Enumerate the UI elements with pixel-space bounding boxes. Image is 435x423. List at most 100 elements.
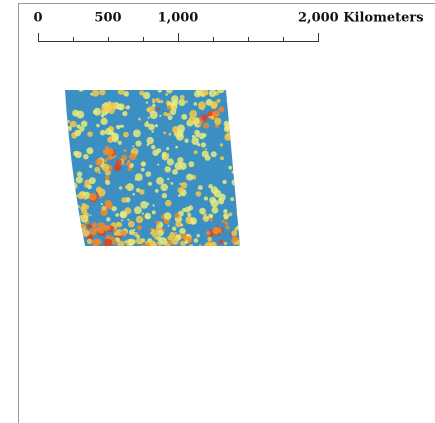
raster-texture [64, 175, 71, 182]
raster-texture [186, 174, 193, 181]
raster-texture [214, 190, 222, 198]
raster-texture [162, 193, 167, 198]
raster-texture [222, 180, 226, 184]
raster-texture [178, 194, 181, 197]
raster-texture [188, 161, 194, 167]
raster-texture [166, 153, 170, 157]
raster-texture [217, 99, 221, 103]
raster-texture [128, 221, 135, 228]
raster-texture [89, 177, 96, 184]
raster-texture [86, 147, 93, 154]
raster-texture [108, 102, 115, 109]
raster-texture [225, 222, 228, 225]
raster-texture [105, 176, 109, 180]
raster-texture [223, 209, 227, 213]
raster-texture [105, 180, 110, 185]
raster-texture [69, 199, 73, 203]
raster-texture [211, 116, 215, 120]
raster-texture [186, 218, 189, 221]
raster-texture [219, 106, 225, 112]
raster-texture [147, 137, 154, 144]
page: {"scale_bar": {"labels": ["0", "500", "1… [0, 0, 435, 423]
raster-texture [119, 107, 122, 110]
raster-texture [220, 156, 224, 160]
raster-texture [152, 101, 155, 104]
raster-texture [155, 124, 158, 127]
raster-texture [236, 226, 240, 230]
raster-texture [239, 214, 242, 217]
raster-texture [77, 205, 80, 208]
raster-texture [175, 162, 183, 170]
raster-texture [78, 243, 82, 247]
raster-texture [133, 130, 141, 138]
raster-texture [172, 100, 178, 106]
raster-texture [166, 147, 169, 150]
map-view: 0 500 1,000 2,000 Kilometers [0, 0, 435, 423]
raster-texture [138, 118, 141, 121]
raster-texture [189, 244, 194, 249]
raster-texture [233, 125, 235, 127]
raster-texture [165, 93, 168, 96]
raster-texture [72, 239, 77, 244]
raster-texture [76, 176, 83, 183]
raster-texture [152, 204, 154, 206]
raster-texture [199, 133, 205, 139]
raster-texture [123, 132, 129, 138]
raster-texture [156, 148, 161, 153]
raster-texture [81, 224, 85, 228]
raster-texture [78, 193, 84, 199]
raster-texture [165, 200, 172, 207]
raster-texture [101, 118, 108, 125]
raster-texture [197, 234, 200, 237]
raster-texture [168, 133, 171, 136]
raster-texture [188, 205, 193, 210]
raster-texture [74, 130, 81, 137]
raster-texture [175, 146, 178, 149]
raster-texture [223, 214, 226, 217]
raster-texture [203, 246, 206, 249]
raster-texture [87, 224, 91, 228]
raster-texture [187, 213, 191, 217]
raster-texture [209, 116, 211, 118]
raster-texture [237, 239, 245, 247]
raster-texture [77, 222, 81, 226]
raster-texture [160, 100, 163, 103]
raster-texture [228, 166, 232, 170]
raster-texture [92, 222, 98, 228]
raster-texture [217, 85, 225, 93]
raster-texture [180, 95, 185, 100]
raster-texture [159, 115, 161, 117]
raster-texture [220, 246, 224, 250]
raster-texture [76, 244, 80, 248]
scale-ruler [38, 33, 319, 42]
raster-texture [137, 225, 142, 230]
raster-texture [136, 238, 142, 244]
raster-texture [146, 171, 152, 177]
raster-texture [152, 130, 154, 132]
raster-texture [148, 124, 155, 131]
raster-texture [63, 231, 70, 238]
raster-texture [185, 101, 188, 104]
raster-texture [67, 120, 70, 123]
scale-label: 0 [33, 11, 42, 26]
raster-texture [103, 149, 109, 155]
raster-texture [212, 227, 220, 235]
raster-texture [81, 203, 86, 208]
raster-texture [100, 130, 106, 136]
raster-texture [202, 151, 209, 158]
raster-swath [59, 85, 245, 252]
raster-texture [118, 141, 122, 145]
raster-texture [191, 137, 199, 145]
raster-texture [230, 197, 234, 201]
raster-texture [155, 221, 159, 225]
raster-texture [92, 90, 99, 97]
raster-texture [96, 187, 102, 193]
raster-texture [232, 179, 238, 185]
raster-texture [87, 131, 93, 137]
raster-texture [141, 163, 145, 167]
raster-texture [104, 239, 112, 247]
raster-texture [194, 150, 198, 154]
raster-texture [60, 157, 68, 165]
raster-texture [238, 187, 243, 192]
raster-texture [101, 105, 108, 112]
